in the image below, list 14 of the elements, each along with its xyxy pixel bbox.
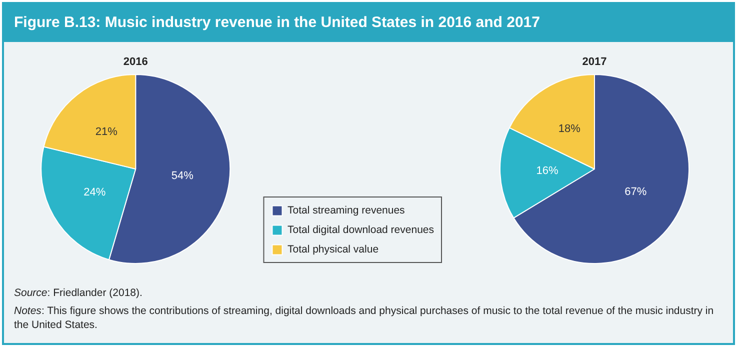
chart-title: 2016	[123, 56, 148, 68]
text: Notes: This figure shows the contributions of streaming, digital downloads and physical purchases of music to the total revenue of the music industry in the United States.	[14, 305, 714, 331]
legend-label: Total digital download revenues	[287, 224, 434, 236]
data-label: 21%	[95, 126, 118, 138]
data-label: 24%	[84, 186, 106, 199]
chart-title: 2017	[582, 56, 607, 68]
source-note: Source: Friedlander (2018).	[14, 287, 142, 299]
text: Figure B.13: Music industry revenue in the United States in 2016 and 2017	[4, 4, 733, 42]
legend-label: Total physical value	[287, 244, 379, 256]
data-label: 16%	[536, 165, 559, 178]
data-label: 18%	[558, 122, 581, 135]
data-label: 54%	[171, 170, 194, 182]
data-label: 67%	[624, 186, 647, 198]
legend-label: Total streaming revenues	[287, 204, 405, 217]
